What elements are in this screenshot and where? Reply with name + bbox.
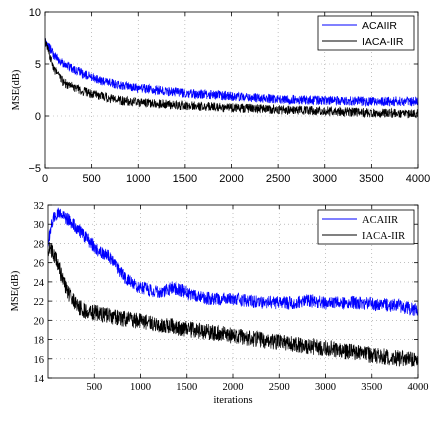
top-legend-label-iaca-iir: IACA-IIR (362, 36, 404, 48)
bottom-legend-label-acaiir: ACAIIR (362, 215, 398, 226)
top-legend-box (317, 15, 415, 51)
bottom-xlabel: iterations (213, 395, 252, 406)
x-tick-label: 500 (82, 173, 100, 185)
y-tick-label: 18 (34, 336, 45, 347)
y-tick-label: 30 (34, 220, 45, 231)
y-tick-label: 10 (29, 7, 41, 19)
x-tick-label: 2500 (269, 382, 290, 393)
top-legend: ACAIIR IACA-IIR (317, 15, 415, 51)
y-tick-label: 16 (34, 355, 45, 366)
bottom-ticks: 500 1000 1500 2000 2500 3000 3500 4000 14 16 18 20 2… (34, 201, 429, 393)
bottom-legend-label-iaca-iir: IACA-IIR (362, 231, 405, 242)
x-tick-label: 4000 (408, 382, 429, 393)
series-line-iaca-iir (47, 242, 419, 367)
x-tick-label: 1500 (173, 173, 197, 185)
series-line-acaiir (47, 207, 419, 316)
top-legend-label-acaiir: ACAIIR (362, 20, 397, 32)
y-tick-label: 28 (34, 239, 45, 250)
x-tick-label: 3500 (359, 173, 383, 185)
top-ylabel: MSE(dB) (11, 69, 22, 110)
series-line-iaca-iir (44, 38, 419, 119)
series-line-acaiir (44, 37, 419, 108)
bottom-legend-box (317, 209, 415, 245)
x-tick-label: 2000 (219, 173, 243, 185)
x-tick-label: 3500 (361, 382, 382, 393)
bottom-series (47, 207, 419, 367)
y-tick-label: 26 (34, 259, 45, 270)
y-tick-label: 20 (34, 316, 45, 327)
y-tick-label: 5 (35, 59, 41, 71)
bottom-ylabel: MSE(dB) (10, 270, 21, 311)
y-tick-label: 24 (34, 278, 45, 289)
bottom-chart: 500 1000 1500 2000 2500 3000 3500 4000 14 16 18 20 2… (10, 201, 429, 406)
x-tick-label: 2500 (266, 173, 290, 185)
x-tick-label: 1000 (126, 173, 150, 185)
y-tick-label: 0 (35, 111, 41, 123)
y-tick-label: 14 (34, 374, 45, 385)
x-tick-label: 3000 (315, 382, 336, 393)
x-tick-label: 3000 (313, 173, 337, 185)
x-tick-label: 500 (86, 382, 102, 393)
y-tick-label: −5 (28, 163, 41, 175)
y-tick-label: 32 (34, 201, 45, 212)
x-tick-label: 1500 (176, 382, 197, 393)
bottom-grid (48, 205, 418, 378)
top-series (44, 37, 419, 119)
x-tick-label: 4000 (406, 173, 430, 185)
bottom-legend: ACAIIR IACA-IIR (317, 209, 415, 245)
x-tick-label: 1000 (130, 382, 151, 393)
x-tick-label: 0 (42, 173, 48, 185)
y-tick-label: 22 (34, 297, 45, 308)
x-tick-label: 2000 (223, 382, 244, 393)
